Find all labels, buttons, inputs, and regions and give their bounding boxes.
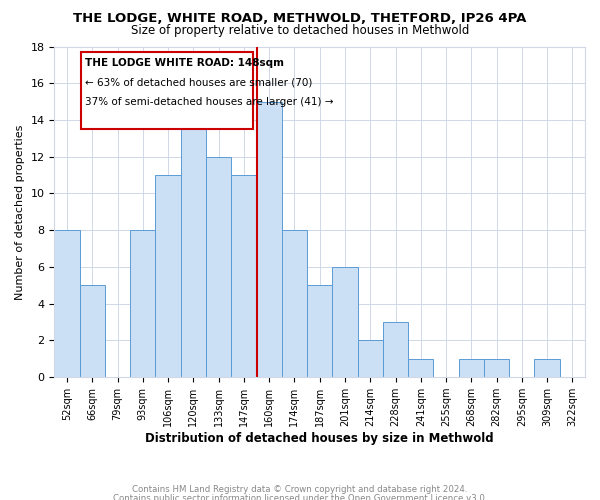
- Bar: [458, 359, 484, 377]
- Bar: [484, 359, 509, 377]
- FancyBboxPatch shape: [81, 52, 253, 129]
- Bar: [55, 230, 80, 377]
- Bar: [80, 286, 105, 377]
- Y-axis label: Number of detached properties: Number of detached properties: [15, 124, 25, 300]
- Text: ← 63% of detached houses are smaller (70): ← 63% of detached houses are smaller (70…: [85, 78, 312, 88]
- Bar: [231, 175, 257, 377]
- Bar: [408, 359, 433, 377]
- X-axis label: Distribution of detached houses by size in Methwold: Distribution of detached houses by size …: [145, 432, 494, 445]
- Text: THE LODGE WHITE ROAD: 148sqm: THE LODGE WHITE ROAD: 148sqm: [85, 58, 284, 68]
- Text: Size of property relative to detached houses in Methwold: Size of property relative to detached ho…: [131, 24, 469, 37]
- Text: Contains HM Land Registry data © Crown copyright and database right 2024.: Contains HM Land Registry data © Crown c…: [132, 485, 468, 494]
- Bar: [383, 322, 408, 377]
- Bar: [257, 102, 282, 377]
- Bar: [181, 120, 206, 377]
- Bar: [155, 175, 181, 377]
- Text: 37% of semi-detached houses are larger (41) →: 37% of semi-detached houses are larger (…: [85, 97, 333, 107]
- Bar: [282, 230, 307, 377]
- Bar: [206, 156, 231, 377]
- Bar: [130, 230, 155, 377]
- Text: Contains public sector information licensed under the Open Government Licence v3: Contains public sector information licen…: [113, 494, 487, 500]
- Text: THE LODGE, WHITE ROAD, METHWOLD, THETFORD, IP26 4PA: THE LODGE, WHITE ROAD, METHWOLD, THETFOR…: [73, 12, 527, 26]
- Bar: [332, 267, 358, 377]
- Bar: [358, 340, 383, 377]
- Bar: [307, 286, 332, 377]
- Bar: [535, 359, 560, 377]
